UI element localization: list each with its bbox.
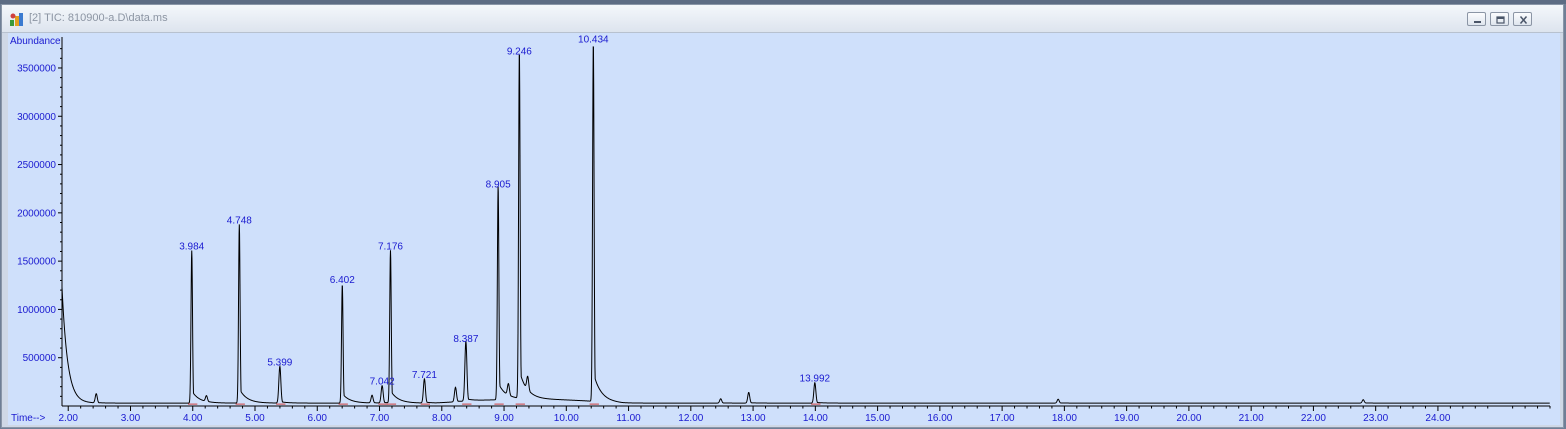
close-button[interactable] <box>1513 12 1532 26</box>
peak-labels: 3.984 4.748 5.399 6.402 7.042 7.176 7.721 8.387… <box>179 35 830 388</box>
peak-label: 5.399 <box>267 357 292 368</box>
x-tick-label: 10.00 <box>554 413 579 424</box>
x-tick-label: 5.00 <box>245 413 265 424</box>
x-tick-label: 11.00 <box>616 413 641 424</box>
x-tick-label: 6.00 <box>308 413 328 424</box>
x-tick-label: 2.00 <box>58 413 78 424</box>
x-tick-label: 18.00 <box>1052 413 1077 424</box>
peak-label: 7.042 <box>370 377 395 388</box>
window-title: [2] TIC: 810900-a.D\data.ms <box>29 12 168 24</box>
y-tick-label: 2000000 <box>17 208 56 219</box>
x-tick-label: 20.00 <box>1176 413 1201 424</box>
peak-label: 8.387 <box>453 334 478 345</box>
peak-label: 6.402 <box>330 275 355 286</box>
y-tick-label: 2500000 <box>17 160 56 171</box>
x-tick-label: 14.00 <box>803 413 828 424</box>
y-tick-label: 1500000 <box>17 257 56 268</box>
x-tick-label: 13.00 <box>741 413 766 424</box>
y-axis-title: Abundance <box>10 36 61 47</box>
x-tick-label: 17.00 <box>990 413 1015 424</box>
chromatogram-window: [2] TIC: 810900-a.D\data.ms 500000 100000… <box>1 4 1564 428</box>
y-tick-label: 3500000 <box>17 63 56 74</box>
x-axis-title: Time--> <box>11 413 46 424</box>
tic-trace <box>61 46 1550 404</box>
x-tick-label: 9.00 <box>494 413 514 424</box>
chromatogram-app-icon <box>10 13 23 26</box>
peak-label: 13.992 <box>800 374 831 385</box>
minimize-icon <box>1474 21 1481 23</box>
close-icon <box>1519 16 1528 24</box>
title-bar[interactable]: [2] TIC: 810900-a.D\data.ms <box>2 5 1563 33</box>
y-tick-label: 1000000 <box>17 305 56 316</box>
peak-label: 4.748 <box>227 215 252 226</box>
x-tick-label: 7.00 <box>370 413 390 424</box>
top-strip <box>0 0 1566 4</box>
peak-label: 8.905 <box>486 180 511 191</box>
peak-label: 7.176 <box>378 241 403 252</box>
x-tick-label: 24.00 <box>1425 413 1450 424</box>
x-tick-label: 22.00 <box>1301 413 1326 424</box>
y-tick-label: 3000000 <box>17 112 56 123</box>
x-tick-label: 15.00 <box>865 413 890 424</box>
peak-label: 3.984 <box>179 241 204 252</box>
peak-label: 7.721 <box>412 370 437 381</box>
x-tick-label: 16.00 <box>927 413 952 424</box>
y-tick-label: 500000 <box>23 353 57 364</box>
x-tick-label: 21.00 <box>1239 413 1264 424</box>
x-tick-label: 8.00 <box>432 413 452 424</box>
peak-label: 10.434 <box>578 35 609 46</box>
plot-area: 500000 1000000 1500000 2000000 2500000 300000… <box>8 33 1560 425</box>
restore-button[interactable] <box>1490 12 1509 26</box>
restore-icon <box>1496 16 1505 24</box>
x-tick-label: 19.00 <box>1114 413 1139 424</box>
x-tick-label: 4.00 <box>183 413 203 424</box>
chromatogram-chart: 500000 1000000 1500000 2000000 2500000 300000… <box>10 35 1551 424</box>
minimize-button[interactable] <box>1467 12 1486 26</box>
axes: 500000 1000000 1500000 2000000 2500000 300000… <box>17 37 1551 424</box>
peak-label: 9.246 <box>507 46 532 57</box>
x-tick-label: 3.00 <box>121 413 141 424</box>
trace-layer <box>61 46 1550 405</box>
x-tick-label: 12.00 <box>678 413 703 424</box>
x-tick-label: 23.00 <box>1363 413 1388 424</box>
